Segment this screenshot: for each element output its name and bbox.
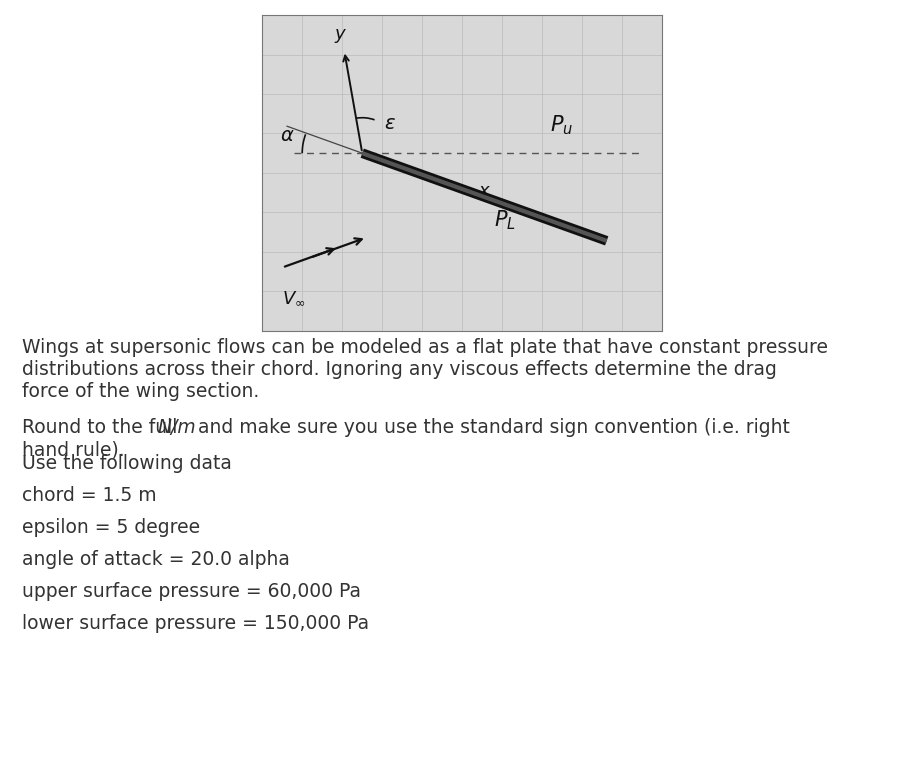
Text: and make sure you use the standard sign convention (i.e. right: and make sure you use the standard sign … xyxy=(186,418,789,437)
Text: epsilon = 5 degree: epsilon = 5 degree xyxy=(22,518,200,537)
Text: Round to the full: Round to the full xyxy=(22,418,183,437)
Text: upper surface pressure = 60,000 Pa: upper surface pressure = 60,000 Pa xyxy=(22,582,360,601)
Text: force of the wing section.: force of the wing section. xyxy=(22,382,259,401)
Text: Wings at supersonic flows can be modeled as a flat plate that have constant pres: Wings at supersonic flows can be modeled… xyxy=(22,338,827,357)
Text: hand rule).: hand rule). xyxy=(22,440,124,459)
Text: angle of attack = 20.0 alpha: angle of attack = 20.0 alpha xyxy=(22,550,289,569)
Text: $V_\infty$: $V_\infty$ xyxy=(282,290,306,307)
Text: $P_L$: $P_L$ xyxy=(494,208,516,232)
Text: lower surface pressure = 150,000 Pa: lower surface pressure = 150,000 Pa xyxy=(22,614,369,633)
Text: N/m: N/m xyxy=(158,418,197,437)
Text: Use the following data: Use the following data xyxy=(22,454,232,473)
Text: x: x xyxy=(478,182,488,200)
Text: $P_u$: $P_u$ xyxy=(550,114,573,138)
Text: y: y xyxy=(335,25,346,43)
Text: $\varepsilon$: $\varepsilon$ xyxy=(384,114,396,133)
Text: $\alpha$: $\alpha$ xyxy=(279,126,294,145)
Text: distributions across their chord. Ignoring any viscous effects determine the dra: distributions across their chord. Ignori… xyxy=(22,360,776,379)
Text: chord = 1.5 m: chord = 1.5 m xyxy=(22,486,156,505)
